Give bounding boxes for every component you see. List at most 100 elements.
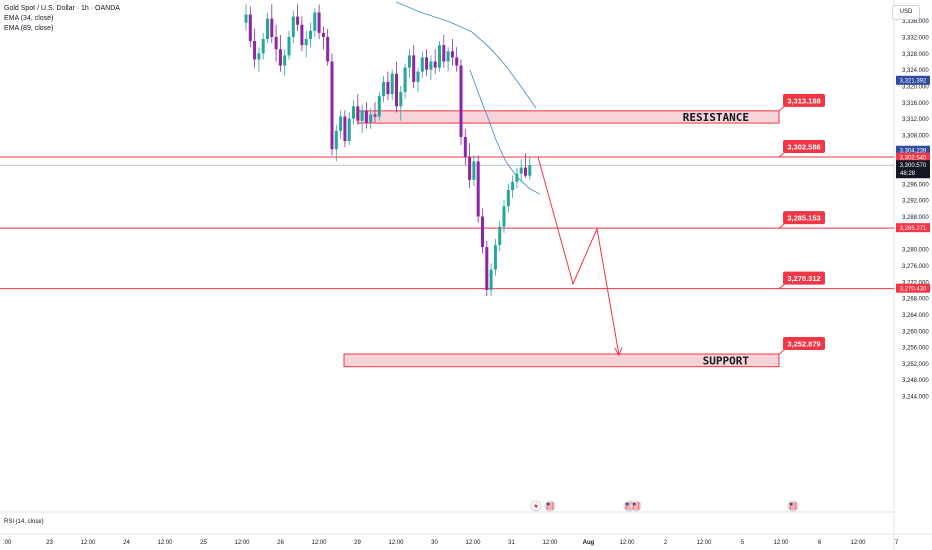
candle[interactable] xyxy=(489,263,493,297)
candle[interactable] xyxy=(317,4,321,40)
candle[interactable] xyxy=(433,49,437,74)
candle[interactable] xyxy=(524,153,527,178)
candle[interactable] xyxy=(257,47,261,72)
candle[interactable] xyxy=(261,32,265,60)
time-tick-label: 12:00 xyxy=(157,540,173,546)
candle[interactable] xyxy=(287,30,291,60)
candle[interactable] xyxy=(498,220,502,252)
candle[interactable] xyxy=(248,6,252,48)
candle[interactable] xyxy=(278,34,282,72)
support-zone[interactable] xyxy=(343,353,780,368)
candle[interactable] xyxy=(399,85,403,121)
candle[interactable] xyxy=(347,112,351,146)
candle[interactable] xyxy=(506,183,510,213)
us-flag-event-icon[interactable] xyxy=(544,500,556,512)
candle[interactable] xyxy=(459,59,463,146)
candle[interactable] xyxy=(334,124,338,162)
candle[interactable] xyxy=(472,155,476,186)
candle[interactable] xyxy=(429,55,433,80)
candle[interactable] xyxy=(253,28,257,68)
time-tick-label: 12:00 xyxy=(850,540,866,546)
level-tag[interactable] xyxy=(783,271,825,285)
candle[interactable] xyxy=(291,10,295,44)
candle[interactable] xyxy=(502,200,506,233)
ema-89-label[interactable]: EMA (89, close) xyxy=(4,25,54,32)
candle[interactable] xyxy=(528,157,532,180)
price-tick-label: 3,332.000 xyxy=(902,36,929,42)
zones-layer: RESISTANCE SUPPORT xyxy=(343,110,780,368)
candle[interactable] xyxy=(403,63,407,99)
candle[interactable] xyxy=(309,22,312,48)
candle[interactable] xyxy=(343,110,347,148)
time-tick-label: 29 xyxy=(354,540,361,546)
candle[interactable] xyxy=(330,53,334,156)
level-tag[interactable] xyxy=(783,140,825,154)
candle[interactable] xyxy=(364,102,368,129)
chart-legend: Gold Spot / U.S. Dollar · 1h · OANDA EMA… xyxy=(4,4,120,34)
countdown-text: 48:28 xyxy=(900,171,916,177)
candle[interactable] xyxy=(511,175,515,199)
us-flag-event-icon[interactable] xyxy=(630,500,642,512)
candle[interactable] xyxy=(369,108,373,129)
rsi-label[interactable]: RSI (14, close) xyxy=(4,519,44,525)
symbol-title[interactable]: Gold Spot / U.S. Dollar · 1h · OANDA xyxy=(4,5,120,12)
candle[interactable] xyxy=(481,208,484,254)
price-tick-label: 3,244.000 xyxy=(902,395,929,401)
candle[interactable] xyxy=(395,61,398,113)
candle[interactable] xyxy=(485,241,489,297)
candle[interactable] xyxy=(455,47,459,72)
candle[interactable] xyxy=(493,238,497,276)
ema-89-line[interactable] xyxy=(395,1,537,109)
candle[interactable] xyxy=(270,4,274,44)
candle[interactable] xyxy=(304,30,308,58)
candle[interactable] xyxy=(420,51,424,78)
candle[interactable] xyxy=(339,110,343,139)
axis-price-tag xyxy=(896,152,930,162)
level-tag[interactable] xyxy=(783,93,825,107)
candle[interactable] xyxy=(425,49,429,76)
candle[interactable] xyxy=(274,24,278,62)
levels-layer xyxy=(0,156,894,290)
candle[interactable] xyxy=(476,155,480,223)
candle[interactable] xyxy=(386,71,390,101)
candle[interactable] xyxy=(390,69,394,101)
candle[interactable] xyxy=(313,8,317,37)
candle[interactable] xyxy=(412,45,416,88)
currency-button[interactable]: USD xyxy=(892,5,920,20)
time-tick-label: 24 xyxy=(123,540,130,546)
candle[interactable] xyxy=(300,16,304,52)
candle[interactable] xyxy=(463,128,467,166)
candle[interactable] xyxy=(377,92,381,121)
candle[interactable] xyxy=(326,28,330,66)
candle[interactable] xyxy=(244,4,248,31)
candle[interactable] xyxy=(442,34,446,68)
us-flag-event-icon[interactable] xyxy=(787,500,799,512)
ema-34-line[interactable] xyxy=(469,69,541,195)
candle[interactable] xyxy=(416,67,420,93)
candle[interactable] xyxy=(407,49,411,78)
time-tick-label: :00 xyxy=(3,540,12,546)
candle[interactable] xyxy=(515,167,519,188)
candle[interactable] xyxy=(266,12,269,44)
candle[interactable] xyxy=(519,159,523,182)
candle[interactable] xyxy=(438,41,441,72)
candle[interactable] xyxy=(373,102,377,123)
level-tag[interactable] xyxy=(783,337,825,351)
candle[interactable] xyxy=(356,94,360,125)
candle[interactable] xyxy=(352,100,355,125)
level-tag[interactable] xyxy=(783,211,825,225)
candle[interactable] xyxy=(360,104,364,133)
projection-path[interactable] xyxy=(537,156,620,356)
candle[interactable] xyxy=(468,143,472,188)
candle[interactable] xyxy=(296,4,300,31)
time-tick-label: 6 xyxy=(818,540,822,546)
candle[interactable] xyxy=(382,75,386,103)
candle[interactable] xyxy=(321,26,325,50)
candle[interactable] xyxy=(283,49,287,76)
lightning-event-icon[interactable] xyxy=(530,500,542,512)
candle[interactable] xyxy=(450,39,454,66)
ema-34-label[interactable]: EMA (34, close) xyxy=(4,15,54,22)
candle[interactable] xyxy=(446,47,450,72)
